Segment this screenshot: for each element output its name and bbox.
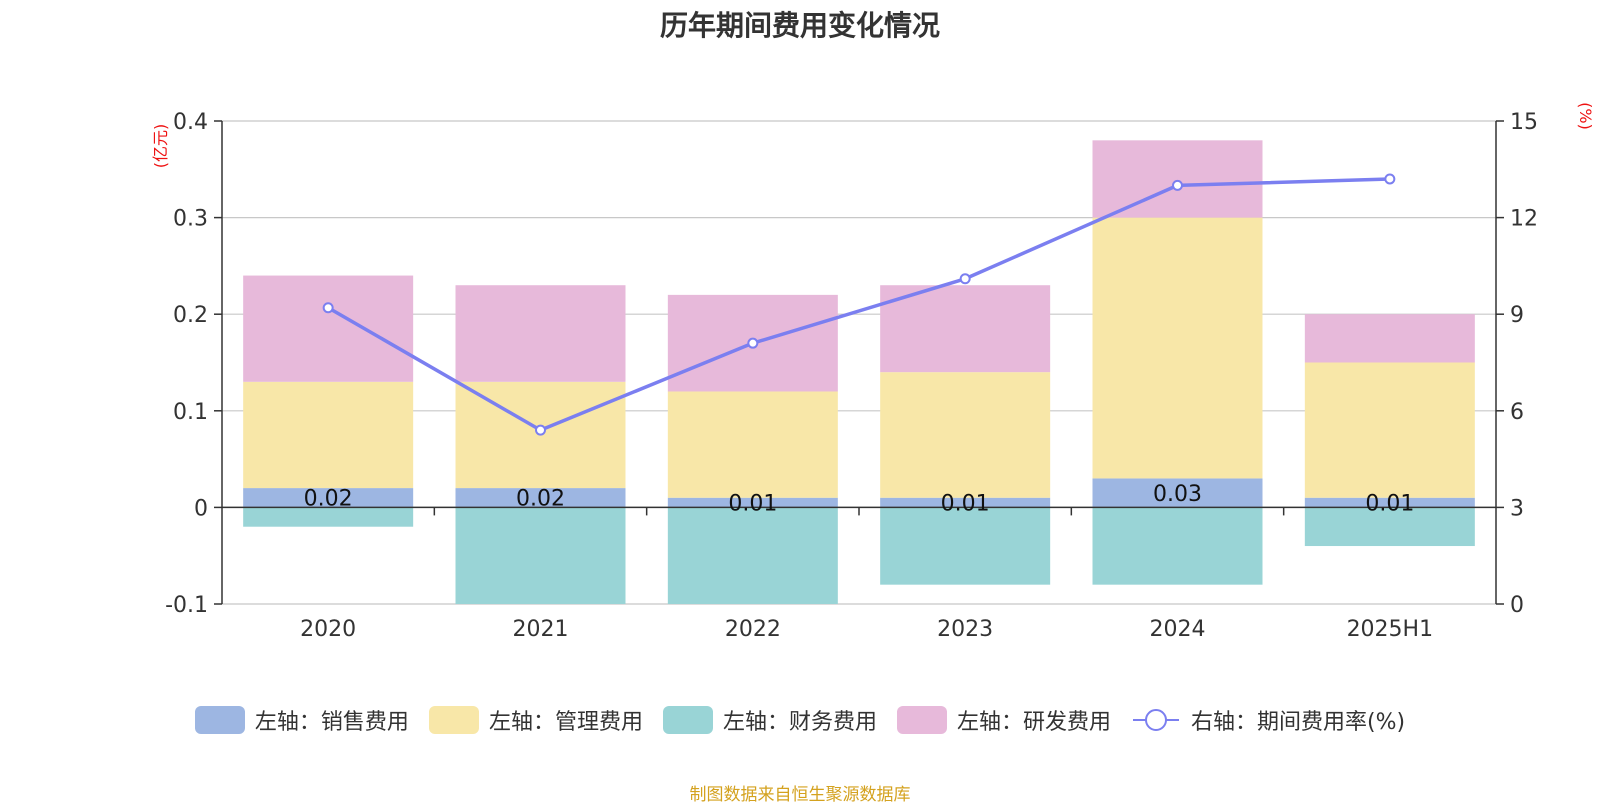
bar-segment <box>1092 507 1263 585</box>
x-axis-tick-label: 2024 <box>1150 617 1206 642</box>
left-axis-tick-label: 0 <box>194 496 208 521</box>
bar-segment <box>667 391 838 498</box>
data-label: 0.02 <box>304 487 353 512</box>
bar-segment <box>880 285 1051 373</box>
bar-segment <box>455 488 626 508</box>
bar-segment <box>1304 314 1475 363</box>
legend-label: 左轴：销售费用 <box>254 710 409 735</box>
legend-label: 右轴：期间费用率(%) <box>1190 710 1406 735</box>
source-note: 制图数据来自恒生聚源数据库 <box>689 785 911 805</box>
legend-item[interactable]: 左轴：销售费用 <box>194 704 409 736</box>
bar-segment <box>455 507 626 604</box>
legend-item[interactable]: 左轴：研发费用 <box>896 704 1111 736</box>
right-axis-tick-label: 0 <box>1510 593 1524 618</box>
legend-swatch <box>194 706 245 734</box>
legend-label: 左轴：研发费用 <box>956 710 1111 735</box>
x-axis-tick-label: 2022 <box>725 617 781 642</box>
bar-segment <box>1092 140 1263 218</box>
legend-item[interactable]: 左轴：管理费用 <box>428 704 643 736</box>
data-label: 0.01 <box>941 492 990 517</box>
rate-point <box>535 424 546 436</box>
legend-label: 左轴：财务费用 <box>722 710 877 735</box>
bar-segment <box>1304 362 1475 498</box>
legend-swatch <box>428 706 479 734</box>
bar-segment <box>243 275 414 382</box>
data-label: 0.03 <box>1153 482 1202 507</box>
bar-segment <box>880 372 1051 498</box>
chart-plot: -0.1 0 0.1 0.2 0.3 0.4 0 3 6 9 12 15 (亿元) (%) 2020 2021… <box>151 102 1595 642</box>
bar-segment <box>1304 497 1475 508</box>
bar-segment <box>1304 507 1475 547</box>
right-axis-tick-label: 6 <box>1510 400 1524 425</box>
left-axis-tick-label: 0.2 <box>173 303 208 328</box>
bar-segment <box>1092 217 1263 479</box>
bar-segment <box>880 497 1051 508</box>
data-label: 0.02 <box>516 487 565 512</box>
data-label: 0.01 <box>728 492 777 517</box>
data-label: 0.01 <box>1365 492 1414 517</box>
right-axis-tick-label: 3 <box>1510 496 1524 521</box>
rate-point <box>747 337 759 349</box>
right-axis-tick-label: 9 <box>1510 303 1524 328</box>
rate-point <box>322 302 334 314</box>
chart-title: 历年期间费用变化情况 <box>659 9 940 42</box>
x-axis-tick-label: 2021 <box>513 617 569 642</box>
x-axis-tick-label: 2025H1 <box>1347 617 1434 642</box>
x-axis-tick-label: 2023 <box>937 617 993 642</box>
bar-segment <box>1092 478 1263 508</box>
left-axis-tick-label: 0.4 <box>173 110 208 135</box>
bar-segment <box>243 381 414 489</box>
left-axis-tick-label: -0.1 <box>165 593 208 618</box>
bar-segment <box>455 285 626 382</box>
rate-point <box>959 273 971 285</box>
right-axis-tick-label: 12 <box>1510 207 1538 232</box>
rate-point <box>1384 173 1396 185</box>
right-axis-unit: (%) <box>1576 102 1595 130</box>
bar-segment <box>667 497 838 508</box>
rate-line <box>327 177 1390 432</box>
bar-segment <box>243 488 414 508</box>
legend-swatch <box>896 706 947 734</box>
right-axis-tick-label: 15 <box>1510 110 1538 135</box>
legend-label: 左轴：管理费用 <box>488 710 643 735</box>
legend-item[interactable]: 右轴：期间费用率(%) <box>1131 704 1405 736</box>
legend-line-marker-icon <box>1132 709 1179 731</box>
left-axis-tick-label: 0.3 <box>173 207 208 232</box>
left-axis-unit: (亿元) <box>151 124 170 169</box>
bar-segment <box>243 507 414 527</box>
bar-segment <box>667 507 838 604</box>
legend-item[interactable]: 左轴：财务费用 <box>662 704 877 736</box>
x-axis-tick-label: 2020 <box>300 617 356 642</box>
left-axis-tick-label: 0.1 <box>173 400 208 425</box>
legend: 左轴：销售费用 左轴：管理费用 左轴：财务费用 左轴：研发费用 右轴：期间费用率(%) <box>0 704 1600 736</box>
legend-swatch <box>662 706 713 734</box>
rate-point <box>1172 179 1183 191</box>
bar-segment <box>880 507 1051 585</box>
